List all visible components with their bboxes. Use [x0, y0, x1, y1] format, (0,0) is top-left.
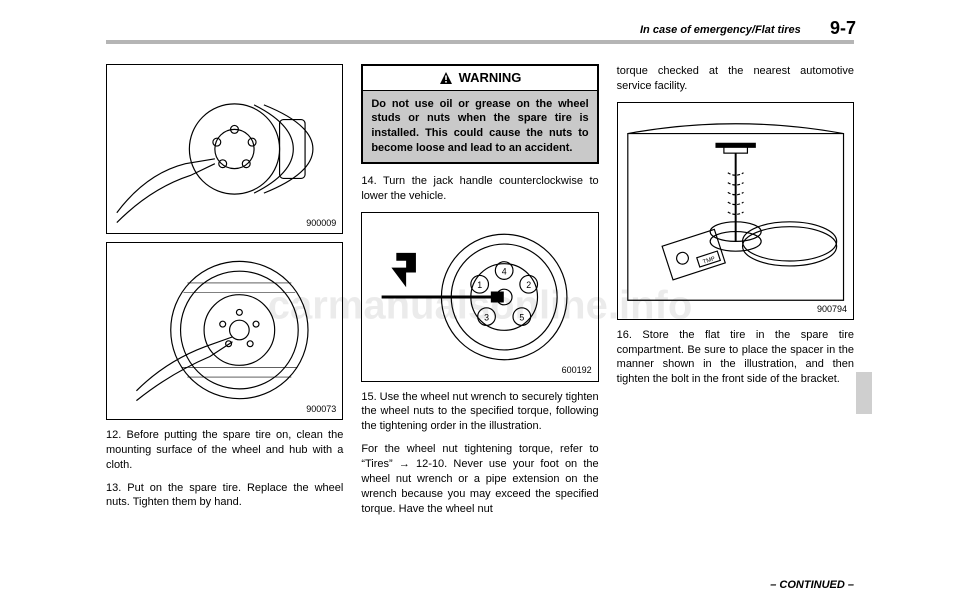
warning-body-text: Do not use oil or grease on the wheel st… — [363, 91, 596, 162]
step-14: 14. Turn the jack handle counterclockwis… — [361, 174, 598, 204]
figure-store-tire: TMP 900794 — [617, 102, 854, 320]
step-15: 15. Use the wheel nut wrench to securely… — [361, 390, 598, 435]
header-section-title: In case of emergency/Flat tires — [640, 24, 801, 36]
column-2: WARNING Do not use oil or grease on the … — [361, 64, 598, 574]
step-12: 12. Before putting the spare tire on, cl… — [106, 428, 343, 473]
section-tab — [856, 372, 872, 414]
content-columns: 900009 — [106, 64, 854, 574]
torque-note-cont: torque checked at the nearest automotive… — [617, 64, 854, 94]
step-13: 13. Put on the spare tire. Replace the w… — [106, 481, 343, 511]
figure-id: 600192 — [562, 364, 592, 376]
warning-icon — [439, 71, 453, 85]
torque-note: For the wheel nut tightening torque, ref… — [361, 442, 598, 516]
figure-id: 900794 — [817, 303, 847, 315]
figure-lug-sequence: 4 2 5 3 1 600192 — [361, 212, 598, 382]
svg-text:4: 4 — [502, 266, 507, 276]
header-rule — [106, 40, 854, 44]
svg-text:2: 2 — [527, 280, 532, 290]
figure-id: 900009 — [306, 217, 336, 229]
svg-text:3: 3 — [484, 312, 489, 322]
column-1: 900009 — [106, 64, 343, 574]
svg-text:5: 5 — [520, 312, 525, 322]
warning-header: WARNING — [363, 66, 596, 91]
continued-marker: – CONTINUED – — [770, 579, 854, 591]
warning-title: WARNING — [459, 69, 522, 87]
column-3: torque checked at the nearest automotive… — [617, 64, 854, 574]
figure-spare-tire: 900073 — [106, 242, 343, 420]
page-number: 9-7 — [830, 18, 856, 39]
warning-box: WARNING Do not use oil or grease on the … — [361, 64, 598, 164]
step-16: 16. Store the flat tire in the spare tir… — [617, 328, 854, 387]
figure-brake-hub: 900009 — [106, 64, 343, 234]
svg-text:1: 1 — [478, 280, 483, 290]
figure-id: 900073 — [306, 403, 336, 415]
